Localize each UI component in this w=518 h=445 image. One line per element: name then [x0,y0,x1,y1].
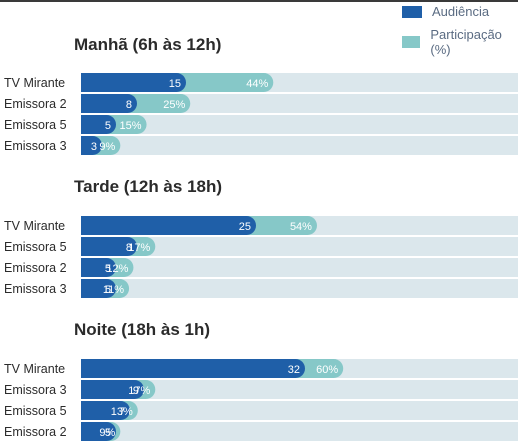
audiencia-value-label: 25 [239,221,251,233]
audiencia-bar [81,237,137,256]
audiencia-bar-base [81,380,91,399]
audiencia-value-label: 5 [105,120,111,132]
category-label: Emissora 5 [4,240,67,254]
participacao-value-label: 44% [246,78,268,90]
bar-track [81,380,518,399]
legend-participacao: Participação (%) [402,27,518,57]
participacao-value-label: 25% [163,99,185,111]
bar-track [81,136,518,155]
participacao-value-label: 54% [290,221,312,233]
participacao-value-label: 17% [128,385,150,397]
top-rule [0,0,518,2]
panel-title: Noite (18h às 1h) [74,320,210,339]
legend-audiencia-swatch [402,5,422,18]
audiencia-value-label: 8 [126,242,132,254]
audiencia-value-label: 15 [169,78,181,90]
audiencia-bar-base [81,94,91,113]
participacao-value-label: 9% [99,427,115,439]
audiencia-value-label: 5 [105,284,111,296]
audiencia-value-label: 32 [288,364,300,376]
participacao-value-label: 12% [106,263,128,275]
bar-track [81,258,518,277]
audiencia-value-label: 9 [133,385,139,397]
audiencia-bar-base [81,422,91,441]
category-label: Emissora 5 [4,118,67,132]
bar-track [81,115,518,134]
audiencia-value-label: 3 [91,141,97,153]
bar-track [81,94,518,113]
bar-track [81,279,518,298]
audiencia-value-label: 5 [105,427,111,439]
audiencia-bar-base [81,279,91,298]
audiencia-bar [81,73,186,92]
audiencia-value-label: 7 [119,406,125,418]
category-label: TV Mirante [4,219,65,233]
audiencia-bar [81,380,144,399]
audiencia-bar [81,359,305,378]
category-label: TV Mirante [4,76,65,90]
participacao-value-label: 15% [120,120,142,132]
audiencia-bar-base [81,258,91,277]
audiencia-bar [81,401,130,420]
category-label: Emissora 3 [4,282,67,296]
participacao-value-label: 11% [103,284,124,296]
category-label: Emissora 2 [4,261,67,275]
audiencia-bar-base [81,359,91,378]
audiencia-value-label: 5 [105,263,111,275]
bar-track [81,237,518,256]
audiencia-bar-base [81,73,91,92]
category-label: Emissora 2 [4,97,67,111]
audiencia-bar [81,216,256,235]
audiencia-bar-base [81,237,91,256]
category-label: Emissora 3 [4,383,67,397]
category-label: Emissora 3 [4,139,67,153]
audiencia-bar [81,94,137,113]
participacao-value-label: 17% [128,242,150,254]
panel-title: Tarde (12h às 18h) [74,177,222,196]
audiencia-value-label: 8 [126,99,132,111]
legend-participacao-swatch [402,36,421,48]
audiencia-bar-base [81,216,91,235]
category-label: Emissora 5 [4,404,67,418]
participacao-value-label: 13% [111,406,133,418]
bar-track [81,401,518,420]
legend-participacao-label: Participação (%) [430,27,502,57]
audiencia-bar-base [81,136,91,155]
participacao-value-label: 60% [316,364,338,376]
category-label: Emissora 2 [4,425,67,439]
bar-track [81,422,518,441]
legend-audiencia: Audiência [402,4,489,19]
audiencia-bar-base [81,115,91,134]
panel-title: Manhã (6h às 12h) [74,35,221,54]
legend-audiencia-label: Audiência [432,4,490,19]
participacao-value-label: 9% [99,141,115,153]
audiencia-bar-base [81,401,91,420]
category-label: TV Mirante [4,362,65,376]
